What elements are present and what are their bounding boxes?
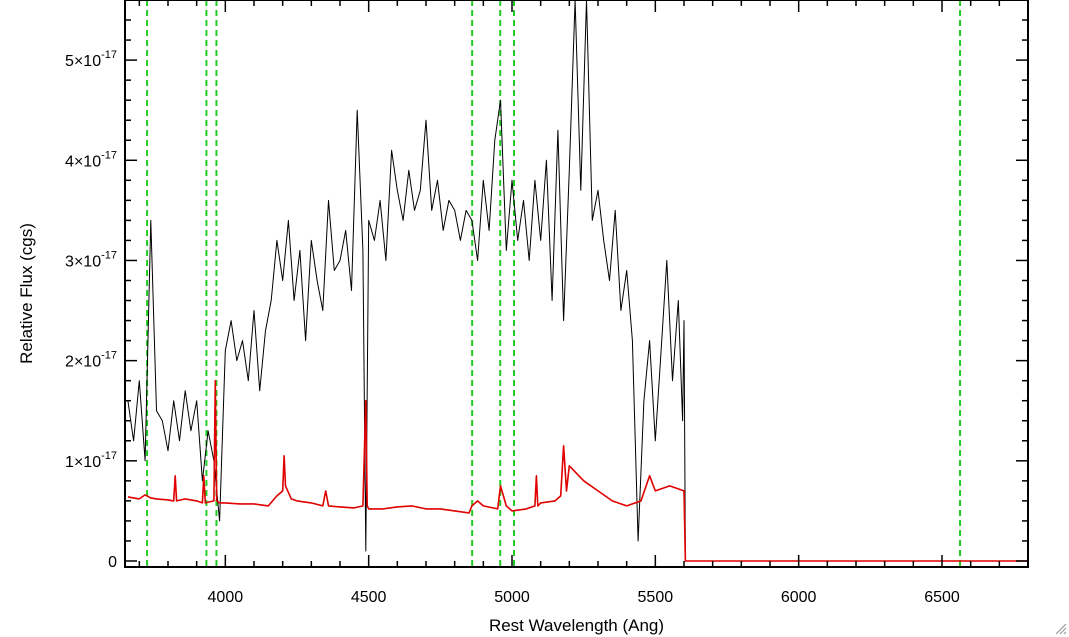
x-tick-label: 4500 [351,589,387,606]
x-tick-label: 5000 [494,589,530,606]
flux-series-line [127,0,1028,562]
series-layer [127,0,1028,562]
plot-frame [124,0,1029,568]
y-tick-label: 4×10-17 [65,149,117,170]
resize-grip-icon[interactable] [1053,621,1067,635]
model-series-line [127,379,1028,562]
y-axis-title: Relative Flux (cgs) [17,223,36,364]
x-tick-label: 6000 [781,589,817,606]
y-tick-label: 0 [108,554,117,571]
x-tick-label: 5500 [638,589,674,606]
x-tick-label: 4000 [208,589,244,606]
y-tick-label: 3×10-17 [65,249,117,270]
emission-line-markers [146,0,962,567]
y-tick-label: 2×10-17 [65,350,117,371]
y-tick-label: 5×10-17 [65,49,117,70]
x-axis-title: Rest Wavelength (Ang) [489,616,664,635]
x-tick-label: 6500 [924,589,960,606]
axis-tick-labels: 4000 4500 5000 5500 6000 6500 0 1×10-17 2×10-17 3… [65,49,960,606]
axis-ticks [125,0,1029,567]
y-tick-label: 1×10-17 [65,450,117,471]
